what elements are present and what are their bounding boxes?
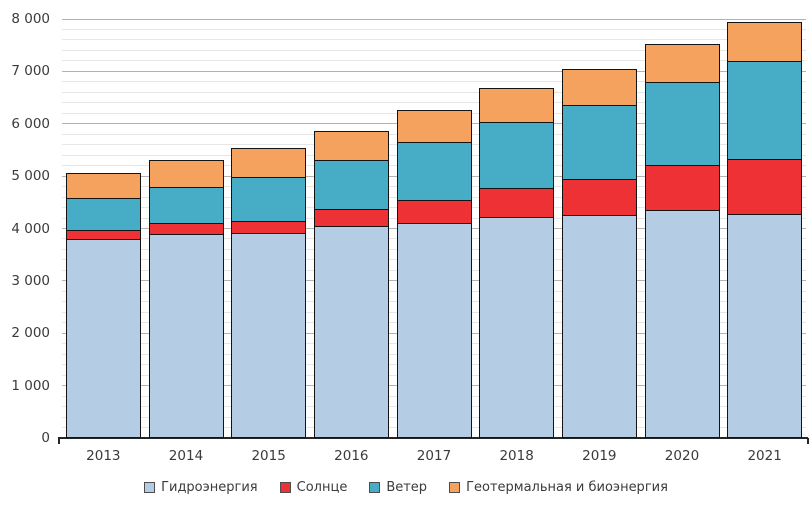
bar-segment-2016	[313, 209, 389, 227]
bar-segment-2015	[231, 148, 307, 178]
bar-segment-2015	[231, 176, 307, 222]
legend-swatch-icon	[279, 482, 291, 493]
y-tick-label: 6 000	[11, 115, 50, 132]
bar-segment-2021	[727, 21, 803, 62]
x-tick-label: 2013	[86, 448, 121, 464]
y-tick-label: 7 000	[11, 63, 50, 80]
legend-swatch-icon	[369, 482, 381, 493]
bar-segment-2014	[148, 159, 224, 188]
legend-label: Гидроэнергия	[161, 480, 258, 495]
legend-item: Гидроэнергия	[144, 480, 258, 495]
bar-segment-2015	[231, 233, 307, 438]
bar-segment-2016	[313, 130, 389, 161]
bar-segment-2021	[727, 214, 803, 438]
legend-item: Солнце	[279, 480, 348, 495]
bar-segment-2016	[313, 159, 389, 211]
x-tick-label: 2014	[168, 448, 204, 464]
bar-segment-2020	[644, 81, 720, 167]
axis-end-tick	[58, 438, 60, 444]
bar-segment-2019	[561, 178, 637, 217]
gridline-minor	[62, 102, 806, 104]
bar-segment-2018	[479, 121, 555, 189]
bar-segment-2014	[148, 186, 224, 225]
legend-label: Солнце	[296, 480, 348, 495]
bar-segment-2020	[644, 209, 720, 438]
gridline-minor	[62, 39, 806, 41]
gridline-minor	[62, 60, 806, 62]
bar-segment-2018	[479, 87, 555, 123]
x-tick-label: 2015	[251, 448, 286, 464]
bar-segment-2020	[644, 43, 720, 83]
y-tick-label: 0	[41, 430, 50, 446]
x-axis-line	[58, 437, 808, 439]
bar-segment-2021	[727, 159, 803, 216]
bar-segment-2019	[561, 68, 637, 106]
gridline-major	[62, 18, 806, 20]
gridline-minor	[62, 91, 806, 93]
x-tick-label: 2020	[664, 448, 700, 464]
legend-item: Геотермальная и биоэнергия	[449, 480, 668, 495]
bar-segment-2019	[561, 104, 637, 180]
bar-segment-2020	[644, 165, 720, 211]
x-tick-label: 2017	[416, 448, 452, 464]
gridline-major	[62, 70, 806, 72]
bar-segment-2014	[148, 234, 224, 438]
bar-segment-2019	[561, 215, 637, 438]
plot-area	[58, 18, 809, 444]
gridline-minor	[62, 81, 806, 83]
y-tick-label: 1 000	[11, 377, 50, 394]
bar-segment-2017	[396, 222, 472, 438]
legend-swatch-icon	[144, 482, 156, 493]
bar-segment-2017	[396, 109, 472, 143]
legend-label: Геотермальная и биоэнергия	[466, 480, 668, 495]
x-tick-label: 2019	[582, 448, 617, 464]
bar-segment-2017	[396, 199, 472, 224]
bar-segment-2013	[65, 197, 141, 231]
bar-segment-2017	[396, 141, 472, 201]
bar-segment-2013	[65, 173, 141, 199]
legend-swatch-icon	[449, 482, 461, 493]
legend: Гидроэнергия Солнце Ветер Геотермальная и б…	[0, 480, 812, 495]
x-tick-label: 2016	[334, 448, 369, 464]
y-tick-label: 8 000	[11, 11, 50, 27]
y-tick-label: 5 000	[11, 168, 50, 185]
bar-segment-2015	[231, 220, 307, 235]
legend-item: Ветер	[369, 480, 427, 495]
x-tick-label: 2021	[747, 448, 782, 464]
y-tick-label: 3 000	[11, 272, 50, 289]
bar-segment-2013	[65, 229, 141, 240]
bar-segment-2018	[479, 187, 555, 219]
legend-label: Ветер	[386, 480, 428, 495]
bar-segment-2014	[148, 223, 224, 236]
gridline-minor	[62, 49, 806, 51]
axis-end-tick	[807, 438, 809, 444]
bar-segment-2013	[65, 238, 141, 438]
bar-segment-2016	[313, 225, 389, 438]
bar-segment-2021	[727, 60, 803, 161]
bar-segment-2018	[479, 217, 555, 438]
gridline-minor	[62, 28, 806, 30]
x-tick-label: 2018	[499, 448, 534, 464]
y-tick-label: 4 000	[11, 220, 50, 237]
y-tick-label: 2 000	[11, 325, 50, 342]
